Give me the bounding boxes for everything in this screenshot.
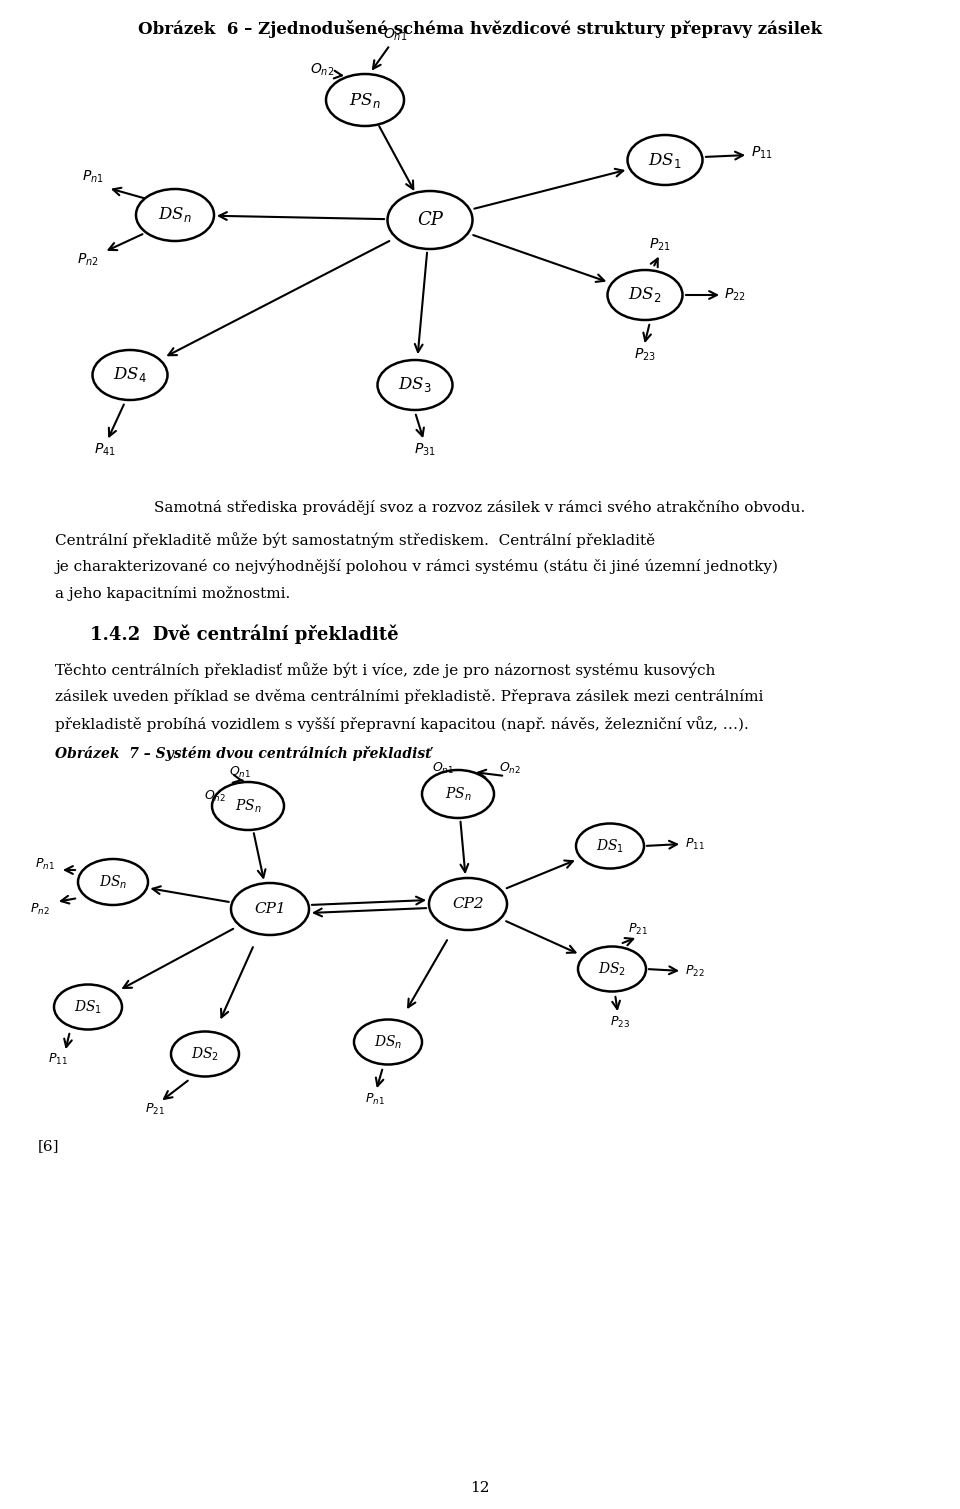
Text: $P_{11}$: $P_{11}$ (751, 145, 773, 161)
Text: $P_{11}$: $P_{11}$ (685, 836, 705, 851)
Ellipse shape (422, 770, 494, 818)
Text: $P_{21}$: $P_{21}$ (145, 1102, 165, 1117)
Text: PS$_n$: PS$_n$ (234, 797, 261, 815)
Text: DS$_n$: DS$_n$ (99, 874, 128, 890)
Ellipse shape (608, 270, 683, 320)
Text: 1.4.2  Dvě centrální překladitě: 1.4.2 Dvě centrální překladitě (90, 625, 398, 643)
Ellipse shape (628, 134, 703, 186)
Ellipse shape (54, 984, 122, 1029)
Text: CP1: CP1 (254, 902, 286, 916)
Text: DS$_2$: DS$_2$ (598, 960, 626, 978)
Text: zásilek uveden příklad se dvěma centrálními překladistě. Přeprava zásilek mezi c: zásilek uveden příklad se dvěma centráln… (55, 690, 763, 705)
Text: $O_{n2}$: $O_{n2}$ (499, 761, 521, 776)
Text: $P_{22}$: $P_{22}$ (724, 287, 746, 303)
Ellipse shape (212, 782, 284, 830)
Ellipse shape (429, 878, 507, 930)
Ellipse shape (377, 361, 452, 410)
Ellipse shape (354, 1020, 422, 1064)
Text: DS$_1$: DS$_1$ (648, 151, 682, 169)
Text: $P_{21}$: $P_{21}$ (628, 922, 648, 937)
Ellipse shape (136, 189, 214, 241)
Text: Samotná střediska provádějí svoz a rozvoz zásilek v rámci svého atrakčního obvod: Samotná střediska provádějí svoz a rozvo… (155, 499, 805, 515)
Text: $O_{n2}$: $O_{n2}$ (204, 788, 226, 804)
Text: a jeho kapacitními možnostmi.: a jeho kapacitními možnostmi. (55, 585, 290, 601)
Text: DS$_2$: DS$_2$ (628, 285, 661, 305)
Text: $P_{n2}$: $P_{n2}$ (77, 252, 99, 269)
Text: Obrázek  7 – Systém dvou centrálních překladisť: Obrázek 7 – Systém dvou centrálních přek… (55, 745, 431, 761)
Ellipse shape (576, 824, 644, 869)
Text: je charakterizované co nejvýhodnější polohou v rámci systému (státu či jiné územ: je charakterizované co nejvýhodnější pol… (55, 558, 778, 575)
Text: DS$_1$: DS$_1$ (74, 999, 102, 1016)
Text: $P_{41}$: $P_{41}$ (94, 442, 116, 459)
Text: DS$_4$: DS$_4$ (113, 365, 147, 385)
Text: Obrázek  6 – Zjednodušené schéma hvězdicové struktury přepravy zásilek: Obrázek 6 – Zjednodušené schéma hvězdico… (138, 20, 822, 38)
Text: CP2: CP2 (452, 896, 484, 911)
Text: $P_{21}$: $P_{21}$ (649, 237, 671, 254)
Text: překladistě probíhá vozidlem s vyšší přepravní kapacitou (např. návěs, železničn: překladistě probíhá vozidlem s vyšší pře… (55, 715, 749, 732)
Text: $P_{23}$: $P_{23}$ (634, 347, 656, 364)
Text: PS$_n$: PS$_n$ (349, 91, 381, 110)
Text: $O_{n1}$: $O_{n1}$ (228, 765, 252, 780)
Text: DS$_2$: DS$_2$ (191, 1046, 219, 1062)
Text: $O_{n1}$: $O_{n1}$ (383, 27, 407, 44)
Text: DS$_1$: DS$_1$ (596, 837, 624, 854)
Text: $O_{n2}$: $O_{n2}$ (310, 62, 334, 78)
Text: DS$_n$: DS$_n$ (373, 1034, 402, 1050)
Ellipse shape (326, 74, 404, 125)
Text: PS$_n$: PS$_n$ (444, 785, 471, 803)
Text: $P_{11}$: $P_{11}$ (48, 1052, 68, 1067)
Ellipse shape (388, 192, 472, 249)
Text: 12: 12 (470, 1480, 490, 1495)
Text: Centrální překladitě může být samostatným střediskem.  Centrální překladitě: Centrální překladitě může být samostatný… (55, 533, 655, 548)
Ellipse shape (171, 1032, 239, 1076)
Text: $P_{31}$: $P_{31}$ (414, 442, 436, 459)
Text: $P_{n1}$: $P_{n1}$ (365, 1091, 385, 1106)
Ellipse shape (78, 859, 148, 905)
Text: $P_{n2}$: $P_{n2}$ (30, 901, 50, 916)
Ellipse shape (231, 883, 309, 936)
Text: DS$_3$: DS$_3$ (398, 376, 432, 394)
Text: [6]: [6] (38, 1139, 60, 1153)
Ellipse shape (92, 350, 167, 400)
Text: CP: CP (417, 211, 443, 229)
Text: $P_{22}$: $P_{22}$ (685, 963, 705, 978)
Text: $P_{23}$: $P_{23}$ (610, 1014, 630, 1029)
Text: Těchto centrálních překladisť může být i více, zde je pro názornost systému kuso: Těchto centrálních překladisť může být i… (55, 662, 715, 678)
Ellipse shape (578, 946, 646, 991)
Text: $P_{n1}$: $P_{n1}$ (36, 857, 55, 872)
Text: DS$_n$: DS$_n$ (158, 205, 192, 225)
Text: $O_{n1}$: $O_{n1}$ (432, 761, 454, 776)
Text: $P_{n1}$: $P_{n1}$ (83, 169, 104, 186)
